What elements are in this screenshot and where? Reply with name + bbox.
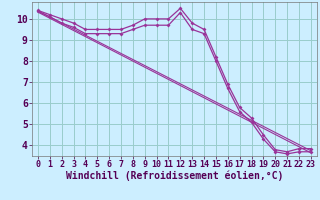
X-axis label: Windchill (Refroidissement éolien,°C): Windchill (Refroidissement éolien,°C) bbox=[66, 171, 283, 181]
